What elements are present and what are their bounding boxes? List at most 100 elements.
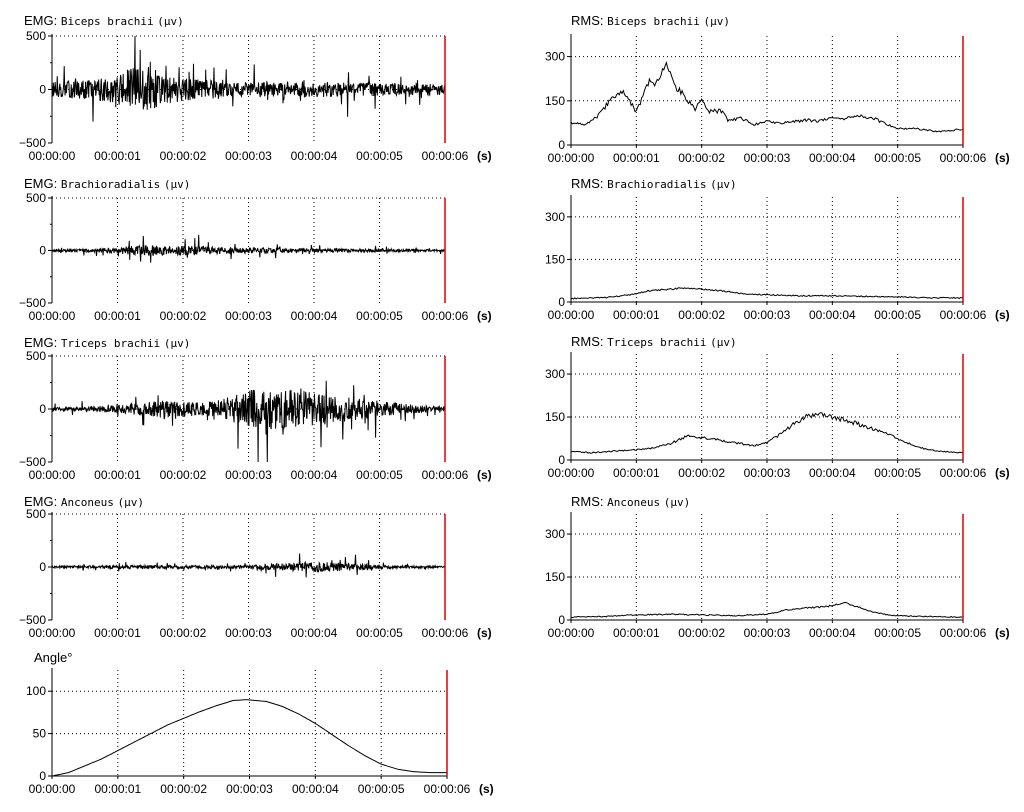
title-prefix: Angle° (34, 650, 72, 665)
x-tick-label: 00:00:04 (291, 309, 338, 323)
y-ticks: 0 50 100 (26, 684, 52, 783)
y-tick-label: 300 (545, 210, 565, 224)
title-prefix: RMS (571, 494, 600, 509)
x-tick-label: 00:00:03 (744, 151, 791, 165)
x-tick-label: 00:00:03 (744, 308, 791, 322)
panel-emg-biceps: EMG: Biceps brachii (μv) −500 0 500 00:00:0… (19, 13, 492, 163)
x-axis-unit: (s) (995, 151, 1010, 165)
y-ticks: −500 0 500 (19, 349, 52, 469)
x-tick-label: 00:00:05 (358, 782, 405, 796)
x-tick-label: 00:00:04 (292, 782, 339, 796)
x-tick-label: 00:00:04 (291, 149, 338, 163)
x-tick-label: 00:00:04 (809, 626, 856, 640)
grid (571, 354, 963, 460)
panel-title: EMG: Anconeus (μv) (24, 494, 144, 509)
title-unit: (μv) (164, 178, 191, 191)
y-tick-label: 300 (545, 50, 565, 64)
title-prefix: RMS (571, 13, 600, 28)
y-tick-label: 0 (558, 453, 565, 467)
x-tick-label: 00:00:05 (356, 468, 403, 482)
series-line (51, 553, 446, 578)
y-tick-label: 300 (545, 367, 565, 381)
y-tick-label: 0 (558, 295, 565, 309)
x-ticks: 00:00:00 00:00:01 00:00:02 00:00:03 00:00:04… (548, 145, 1010, 165)
title-unit: (μv) (710, 178, 737, 191)
x-tick-label: 00:00:03 (226, 782, 273, 796)
x-tick-label: 00:00:00 (29, 309, 76, 323)
y-tick-label: −500 (19, 455, 46, 469)
title-muscle: Anconeus (61, 496, 114, 509)
title-unit: (μv) (164, 337, 191, 350)
x-tick-label: 00:00:00 (29, 468, 76, 482)
x-tick-label: 00:00:04 (291, 626, 338, 640)
panel-emg-triceps: EMG: Triceps brachii (μv) −500 0 500 00:00:… (19, 335, 492, 482)
series-line (570, 60, 964, 133)
title-muscle: Anconeus (607, 496, 660, 509)
x-tick-label: 00:00:01 (613, 466, 660, 480)
x-tick-label: 00:00:00 (29, 782, 76, 796)
y-tick-label: 0 (39, 402, 46, 416)
x-tick-label: 00:00:02 (678, 466, 725, 480)
x-tick-label: 00:00:02 (160, 468, 207, 482)
title-prefix: RMS (571, 334, 600, 349)
x-axis-unit: (s) (477, 468, 492, 482)
x-ticks: 00:00:00 00:00:01 00:00:02 00:00:03 00:00:04… (29, 626, 492, 640)
y-ticks: −500 0 500 (19, 191, 52, 310)
x-ticks: 00:00:00 00:00:01 00:00:02 00:00:03 00:00:04… (29, 309, 492, 323)
x-tick-label: 00:00:02 (678, 626, 725, 640)
x-tick-label: 00:00:02 (678, 151, 725, 165)
x-ticks: 00:00:00 00:00:01 00:00:02 00:00:03 00:00:04… (548, 460, 1010, 480)
x-ticks: 00:00:00 00:00:01 00:00:02 00:00:03 00:00:04… (29, 149, 492, 163)
x-tick-label: 00:00:06 (422, 309, 469, 323)
x-tick-label: 00:00:01 (613, 626, 660, 640)
series-line (570, 601, 964, 619)
title-muscle: Brachioradialis (607, 178, 706, 191)
x-tick-label: 00:00:06 (940, 626, 987, 640)
x-tick-label: 00:00:06 (940, 308, 987, 322)
x-tick-label: 00:00:05 (356, 626, 403, 640)
x-tick-label: 00:00:00 (548, 151, 595, 165)
title-muscle: Triceps brachii (61, 337, 160, 350)
x-axis-unit: (s) (479, 782, 494, 796)
series-line (570, 287, 964, 300)
x-tick-label: 00:00:05 (356, 149, 403, 163)
x-tick-label: 00:00:04 (809, 466, 856, 480)
x-tick-label: 00:00:00 (548, 308, 595, 322)
title-prefix: EMG (24, 335, 54, 350)
x-tick-label: 00:00:02 (160, 782, 207, 796)
x-tick-label: 00:00:05 (356, 309, 403, 323)
x-tick-label: 00:00:02 (160, 149, 207, 163)
y-tick-label: 0 (39, 560, 46, 574)
y-tick-label: 100 (26, 684, 46, 698)
y-tick-label: 0 (558, 138, 565, 152)
y-tick-label: 500 (26, 29, 46, 43)
title-unit: (μv) (703, 15, 730, 28)
y-tick-label: −500 (19, 613, 46, 627)
grid (571, 36, 963, 145)
series-line (570, 412, 964, 454)
x-axis-unit: (s) (995, 626, 1010, 640)
y-tick-label: 300 (545, 527, 565, 541)
x-ticks: 00:00:00 00:00:01 00:00:02 00:00:03 00:00:04… (548, 620, 1010, 640)
y-ticks: 0 150 300 (545, 210, 571, 309)
y-tick-label: 0 (39, 244, 46, 258)
y-ticks: 0 150 300 (545, 527, 571, 627)
panel-title: EMG: Biceps brachii (μv) (24, 13, 184, 28)
x-tick-label: 00:00:03 (225, 468, 272, 482)
x-ticks: 00:00:00 00:00:01 00:00:02 00:00:03 00:00:04… (29, 468, 492, 482)
y-tick-label: 150 (545, 410, 565, 424)
title-unit: (μv) (710, 336, 737, 349)
title-unit: (μv) (117, 496, 144, 509)
title-prefix: EMG (24, 176, 54, 191)
panel-title: EMG: Brachioradialis (μv) (24, 176, 190, 191)
y-tick-label: 150 (545, 570, 565, 584)
x-tick-label: 00:00:05 (874, 308, 921, 322)
x-tick-label: 00:00:00 (29, 149, 76, 163)
x-tick-label: 00:00:03 (225, 309, 272, 323)
title-unit: (μv) (157, 15, 184, 28)
x-axis-unit: (s) (477, 149, 492, 163)
panel-rms-biceps: RMS: Biceps brachii (μv) 0 150 300 00:00:00… (545, 13, 1010, 165)
x-tick-label: 00:00:02 (160, 309, 207, 323)
